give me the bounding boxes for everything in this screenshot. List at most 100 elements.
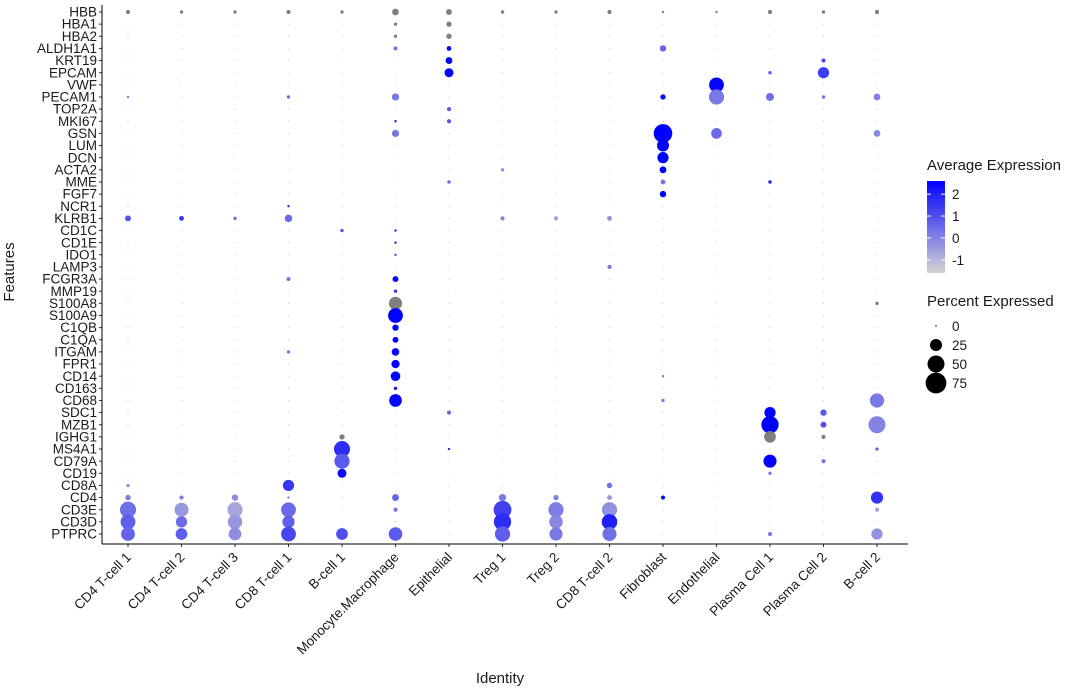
dot-empty [876, 23, 878, 25]
dot-empty [394, 157, 397, 159]
dot-empty [501, 266, 504, 268]
dot-empty [448, 436, 450, 438]
dot [653, 124, 673, 143]
dot-empty [127, 120, 129, 122]
dot-empty [448, 132, 450, 134]
dot-empty [127, 229, 129, 232]
feature-label: CD1E [61, 235, 97, 250]
dot-empty [555, 23, 557, 25]
size-key-label: 0 [952, 319, 960, 334]
dot-empty [501, 460, 504, 462]
dot-empty [555, 72, 557, 74]
dot-empty [769, 496, 771, 499]
dot-empty [555, 327, 557, 329]
feature-label: MKI67 [58, 114, 97, 129]
color-tick-label: -1 [952, 253, 964, 268]
dot-empty [394, 436, 397, 438]
dot [768, 471, 772, 475]
feature-label: NCR1 [60, 199, 97, 214]
dot-empty [234, 436, 236, 438]
size-key-dot [927, 355, 945, 373]
dot-empty [876, 242, 878, 244]
dot-empty [180, 399, 183, 402]
dot-empty [555, 387, 557, 389]
dot-empty [876, 229, 878, 232]
dot-empty [287, 120, 290, 122]
dot-empty [501, 448, 504, 450]
dot-empty [448, 169, 450, 171]
dot-empty [180, 351, 183, 353]
dot-empty [876, 181, 878, 183]
dot-empty [876, 144, 878, 147]
dot-empty [287, 412, 290, 414]
dot-empty [769, 302, 771, 304]
identity-label: Monocyte.Macrophage [294, 550, 402, 658]
dot-empty [555, 363, 557, 365]
dot [817, 67, 830, 79]
dot-empty [662, 278, 664, 280]
feature-label: LAMP3 [53, 260, 97, 275]
dot [444, 68, 454, 78]
dot-empty [287, 181, 290, 183]
dot-empty [555, 144, 557, 147]
dot-empty [501, 327, 504, 329]
dot-empty [769, 351, 771, 353]
dot-empty [662, 436, 664, 438]
dot-empty [287, 290, 290, 292]
dot [761, 416, 779, 434]
dot [660, 94, 666, 100]
dot-empty [608, 412, 611, 414]
dot-empty [608, 242, 611, 244]
dot [657, 139, 669, 152]
dot-empty [555, 448, 557, 450]
dot [768, 180, 772, 184]
dot-empty [608, 314, 611, 317]
dot-empty [180, 302, 183, 304]
dot-empty [876, 278, 878, 280]
dot-empty [234, 229, 236, 232]
dot-empty [341, 375, 343, 377]
dot-empty [769, 229, 771, 232]
dot-empty [822, 351, 825, 353]
identity-label: Epithelial [406, 550, 455, 599]
dot-empty [769, 290, 771, 292]
dot-empty [876, 84, 878, 86]
dot-empty [822, 120, 825, 122]
dot-empty [448, 217, 450, 219]
dot-empty [715, 205, 718, 207]
dot-empty [180, 387, 183, 389]
dot-empty [555, 436, 557, 438]
identity-label: Treg 1 [471, 550, 509, 588]
dot-empty [341, 169, 343, 171]
feature-label: FGF7 [62, 187, 97, 202]
dot-empty [876, 169, 878, 171]
dot-empty [287, 254, 290, 256]
dot-empty [715, 424, 718, 426]
dot-empty [180, 193, 183, 195]
size-legend: Percent Expressed 0 25 50 75 [925, 293, 1054, 394]
dot-empty [608, 169, 611, 171]
dot-empty [608, 460, 611, 462]
dot-empty [662, 72, 664, 74]
dot [336, 528, 348, 540]
dot [394, 253, 397, 256]
dot-empty [180, 314, 183, 317]
dot-empty [127, 460, 129, 462]
dot [493, 500, 512, 519]
dot [394, 241, 397, 244]
size-key-label: 50 [952, 357, 967, 372]
dot-empty [287, 339, 290, 341]
dot-empty [608, 96, 611, 98]
dot [391, 359, 400, 369]
dot-empty [822, 472, 825, 474]
dot-empty [769, 120, 771, 122]
dot-empty [394, 59, 397, 62]
dot [231, 494, 239, 501]
dot-empty [501, 205, 504, 207]
dot [393, 46, 398, 51]
dot-empty [127, 84, 129, 86]
dot-empty [876, 351, 878, 353]
dot-empty [662, 290, 664, 292]
dot-empty [448, 327, 450, 329]
feature-label: PTPRC [51, 527, 97, 542]
